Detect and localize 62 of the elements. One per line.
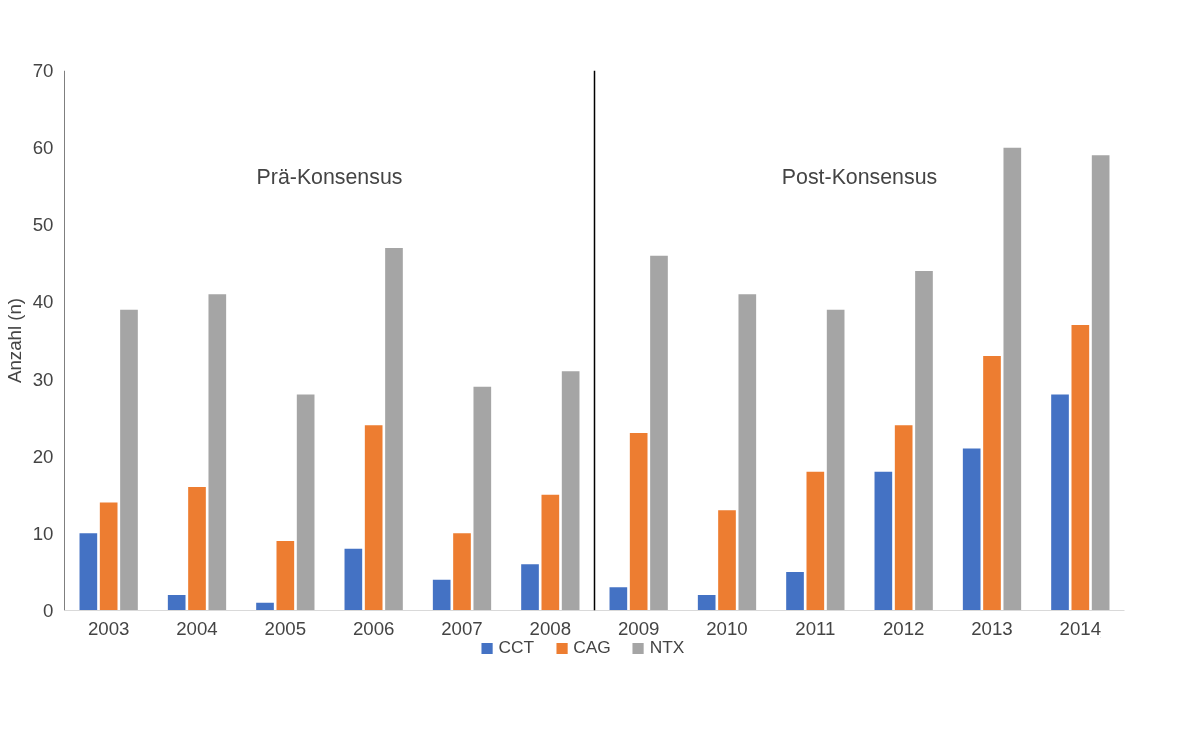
bar	[432, 579, 451, 611]
x-tick-label: 2011	[795, 617, 836, 639]
bar	[473, 386, 492, 611]
bar	[826, 309, 845, 611]
legend-label: CCT	[498, 637, 535, 658]
bar	[786, 571, 804, 611]
bar	[806, 471, 825, 611]
bar	[120, 309, 138, 611]
x-tick-label: 2005	[264, 617, 307, 639]
x-tick-label: 2003	[87, 617, 130, 639]
bar	[541, 494, 560, 611]
bar	[453, 533, 471, 611]
bar	[296, 394, 315, 611]
x-tick-label: 2010	[706, 617, 748, 639]
bar	[208, 294, 227, 611]
y-tick-label: 40	[32, 291, 54, 313]
bar	[521, 564, 539, 611]
bar	[718, 510, 736, 611]
bar	[738, 294, 757, 611]
y-tick-label: 70	[32, 60, 54, 81]
bar	[167, 595, 186, 611]
y-tick-label: 20	[32, 445, 54, 467]
bar	[697, 595, 716, 611]
bar	[188, 487, 206, 611]
bar	[874, 471, 893, 611]
y-axis-title: Anzahl (n)	[3, 297, 25, 384]
bar	[79, 533, 98, 611]
x-tick-label: 2004	[176, 617, 218, 639]
annotation: Post-Konsensus	[781, 165, 938, 190]
bar	[276, 541, 295, 611]
x-tick-label: 2007	[441, 617, 483, 639]
bar	[385, 247, 403, 611]
bar	[256, 602, 274, 611]
bar	[1071, 325, 1090, 611]
bar	[1091, 155, 1110, 611]
legend-label: NTX	[649, 637, 685, 658]
y-tick-label: 10	[32, 522, 54, 544]
bar	[99, 502, 118, 611]
x-tick-label: 2014	[1059, 617, 1102, 639]
y-tick-label: 50	[32, 214, 54, 236]
bar	[915, 271, 933, 611]
bar	[894, 425, 913, 611]
annotation: Prä-Konsensus	[256, 165, 403, 190]
x-tick-label: 2009	[617, 617, 660, 639]
bar	[364, 425, 383, 611]
x-tick-label: 2012	[882, 617, 925, 639]
x-tick-label: 2013	[971, 617, 1013, 639]
bar	[561, 371, 580, 611]
bar	[344, 548, 363, 611]
legend-label: CAG	[573, 637, 611, 658]
bar	[650, 255, 668, 611]
x-tick-label: 2008	[529, 617, 572, 639]
bar	[1003, 147, 1022, 611]
bar	[609, 587, 628, 611]
y-tick-label: 0	[43, 600, 54, 621]
x-tick-label: 2006	[352, 617, 395, 639]
y-tick-label: 60	[32, 137, 54, 159]
bar	[962, 448, 981, 611]
y-tick-label: 30	[32, 368, 54, 390]
bar	[629, 433, 648, 611]
bar	[1051, 394, 1069, 611]
bar	[983, 355, 1001, 611]
